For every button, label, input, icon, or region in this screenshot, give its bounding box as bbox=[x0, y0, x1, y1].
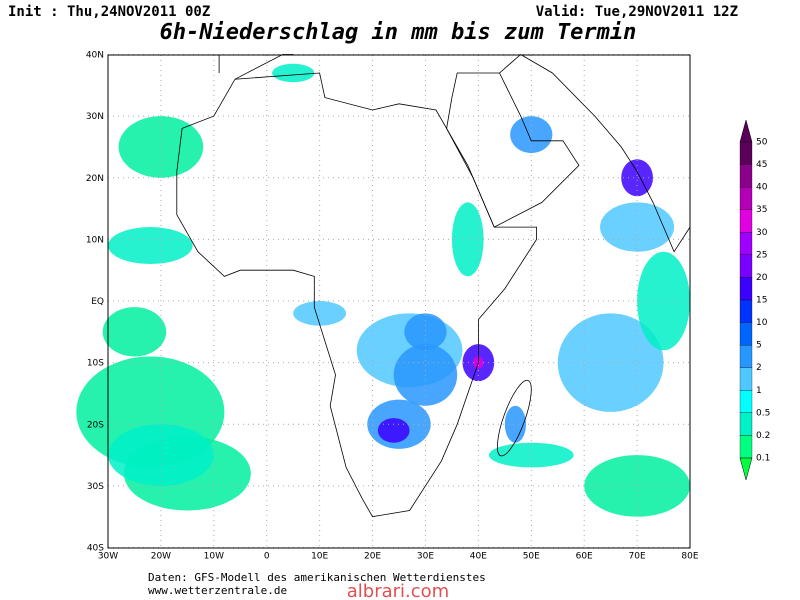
coastline bbox=[497, 379, 532, 457]
precip-area bbox=[377, 418, 410, 443]
lon-label: 50E bbox=[523, 552, 540, 562]
precip-area bbox=[272, 63, 315, 83]
legend-label: 40 bbox=[756, 183, 768, 193]
legend-swatch bbox=[739, 186, 753, 210]
lat-label: 40S bbox=[87, 544, 104, 554]
legend-label: 0.2 bbox=[756, 431, 770, 441]
precip-area bbox=[504, 405, 526, 443]
lon-label: 40E bbox=[470, 552, 487, 562]
precip-area bbox=[600, 202, 675, 252]
precip-area bbox=[404, 313, 447, 351]
legend-label: 50 bbox=[756, 138, 768, 148]
lat-label: 10N bbox=[86, 235, 104, 245]
legend-swatch bbox=[739, 254, 753, 278]
lat-label: 20S bbox=[87, 420, 104, 430]
lon-label: 10E bbox=[311, 552, 328, 562]
url: www.wetterzentrale.de bbox=[148, 584, 287, 597]
legend-label: 0.5 bbox=[756, 408, 770, 418]
map-frame bbox=[107, 54, 691, 549]
lat-label: 30N bbox=[86, 112, 104, 122]
lon-label: 20W bbox=[151, 552, 171, 562]
lon-label: 0 bbox=[264, 552, 270, 562]
precip-area bbox=[510, 116, 553, 154]
precip-area bbox=[393, 344, 458, 406]
legend-swatch bbox=[739, 232, 753, 256]
legend-swatch bbox=[739, 141, 753, 165]
precip-area bbox=[108, 227, 193, 265]
legend-arrow bbox=[739, 457, 753, 481]
legend-label: 25 bbox=[756, 250, 767, 260]
legend-label: 30 bbox=[756, 228, 768, 238]
lat-label: 40N bbox=[86, 51, 104, 61]
lon-label: 70E bbox=[629, 552, 646, 562]
map bbox=[76, 54, 691, 548]
lat-label: EQ bbox=[91, 297, 104, 307]
lon-label: 20E bbox=[364, 552, 381, 562]
lat-label: 30S bbox=[87, 482, 104, 492]
legend-label: 15 bbox=[756, 296, 767, 306]
legend-swatch bbox=[739, 164, 753, 188]
precip-area bbox=[557, 313, 664, 412]
coastline bbox=[176, 72, 537, 518]
precip-area bbox=[102, 307, 167, 357]
legend-label: 35 bbox=[756, 205, 767, 215]
lon-label: 80E bbox=[681, 552, 698, 562]
legend-swatch bbox=[739, 367, 753, 391]
legend-label: 2 bbox=[756, 363, 762, 373]
init-time: Init : Thu,24NOV2011 00Z bbox=[8, 4, 210, 20]
legend-label: 1 bbox=[756, 386, 762, 396]
legend-swatch bbox=[739, 435, 753, 459]
legend-swatch bbox=[739, 322, 753, 346]
precip-area bbox=[293, 301, 347, 326]
coastline bbox=[446, 72, 580, 228]
legend-label: 5 bbox=[756, 341, 762, 351]
lon-label: 30E bbox=[417, 552, 434, 562]
source: Daten: GFS-Modell des amerikanischen Wet… bbox=[148, 571, 486, 584]
lat-label: 10S bbox=[87, 359, 104, 369]
legend-swatch bbox=[739, 277, 753, 301]
valid-time: Valid: Tue,29NOV2011 12Z bbox=[536, 4, 738, 20]
title: 6h-Niederschlag in mm bis zum Termin bbox=[160, 20, 637, 45]
lon-label: 60E bbox=[576, 552, 593, 562]
coastline bbox=[499, 54, 691, 253]
legend-swatch bbox=[739, 299, 753, 323]
legend-arrow bbox=[739, 119, 753, 143]
legend-label: 20 bbox=[756, 273, 768, 283]
watermark: albrari.com bbox=[347, 581, 449, 600]
lat-label: 20N bbox=[86, 174, 104, 184]
legend-swatch bbox=[739, 390, 753, 414]
legend-label: 0.1 bbox=[756, 454, 770, 464]
legend-swatch bbox=[739, 412, 753, 436]
lon-label: 10W bbox=[204, 552, 224, 562]
precip-area bbox=[451, 202, 484, 277]
legend-label: 10 bbox=[756, 318, 768, 328]
lon-label: 30W bbox=[98, 552, 118, 562]
legend-label: 45 bbox=[756, 160, 767, 170]
legend-swatch bbox=[739, 209, 753, 233]
legend-swatch bbox=[739, 344, 753, 368]
